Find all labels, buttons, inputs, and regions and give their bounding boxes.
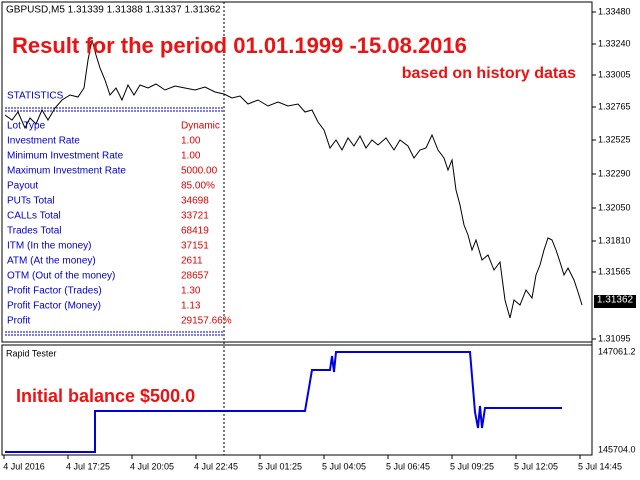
time-label: 5 Jul 12:05 xyxy=(514,461,558,471)
balance-label: Initial balance $500.0 xyxy=(16,386,195,406)
stat-value: 1.30 xyxy=(181,286,201,297)
stat-title: STATISTICS xyxy=(7,91,64,102)
price-label: 1.31095 xyxy=(598,333,631,343)
stat-label: Investment Rate xyxy=(7,136,80,147)
time-label: 5 Jul 09:25 xyxy=(450,461,494,471)
stat-label: Lot Type xyxy=(7,121,46,132)
price-label: 1.32765 xyxy=(598,101,631,111)
stat-value: Dynamic xyxy=(181,121,220,132)
current-price: 1.31362 xyxy=(597,295,634,306)
stat-value: 37151 xyxy=(181,241,209,252)
stat-label: Profit Factor (Money) xyxy=(7,301,101,312)
price-label: 1.32290 xyxy=(598,168,631,178)
price-label: 1.31565 xyxy=(598,266,631,276)
stat-value: 1.00 xyxy=(181,136,201,147)
sub-axis-label: 145704.0 xyxy=(598,444,636,454)
time-label: 5 Jul 04:05 xyxy=(322,461,366,471)
stat-value: 33721 xyxy=(181,211,209,222)
stat-label: OTM (Out of the money) xyxy=(7,271,115,282)
time-label: 4 Jul 20:05 xyxy=(130,461,174,471)
stat-label: Maximum Investment Rate xyxy=(7,166,126,177)
stat-value: 85.00% xyxy=(181,181,215,192)
time-label: 4 Jul 2016 xyxy=(3,461,45,471)
stat-value: 2611 xyxy=(181,256,203,267)
time-label: 4 Jul 17:25 xyxy=(66,461,110,471)
stat-value: 34698 xyxy=(181,196,209,207)
price-label: 1.32050 xyxy=(598,202,631,212)
stat-label: PUTs Total xyxy=(7,196,55,207)
stat-label: Minimum Investment Rate xyxy=(7,151,124,162)
stat-value: 1.00 xyxy=(181,151,201,162)
overlay-title: Result for the period 01.01.1999 -15.08.… xyxy=(12,33,467,58)
stat-label: Payout xyxy=(7,181,38,192)
sub-title: Rapid Tester xyxy=(6,348,56,358)
overlay-subtitle: based on history datas xyxy=(402,65,576,82)
stat-value: 29157.66% xyxy=(181,316,232,327)
stat-label: ITM (In the money) xyxy=(7,241,91,252)
time-label: 4 Jul 22:45 xyxy=(194,461,238,471)
time-label: 5 Jul 01:25 xyxy=(258,461,302,471)
price-label: 1.32525 xyxy=(598,134,631,144)
time-label: 5 Jul 14:45 xyxy=(578,461,622,471)
stat-label: Profit Factor (Trades) xyxy=(7,286,102,297)
price-box xyxy=(594,295,636,308)
sub-axis-label: 147061.2 xyxy=(598,346,636,356)
stat-label: Profit xyxy=(7,316,31,327)
price-line xyxy=(4,39,583,319)
stat-label: ATM (At the money) xyxy=(7,256,96,267)
stat-value: 28657 xyxy=(181,271,209,282)
stat-label: Trades Total xyxy=(7,226,61,237)
price-label: 1.31810 xyxy=(598,235,631,245)
time-label: 5 Jul 06:45 xyxy=(386,461,430,471)
stat-value: 68419 xyxy=(181,226,209,237)
price-label: 1.33240 xyxy=(598,38,631,48)
stat-value: 1.13 xyxy=(181,301,201,312)
price-label: 1.33005 xyxy=(598,69,631,79)
header: GBPUSD,M5 1.31339 1.31388 1.31337 1.3136… xyxy=(6,5,221,16)
stat-value: 5000.00 xyxy=(181,166,218,177)
stat-label: CALLs Total xyxy=(7,211,61,222)
price-label: 1.33480 xyxy=(598,6,631,16)
balance-line xyxy=(5,351,562,453)
